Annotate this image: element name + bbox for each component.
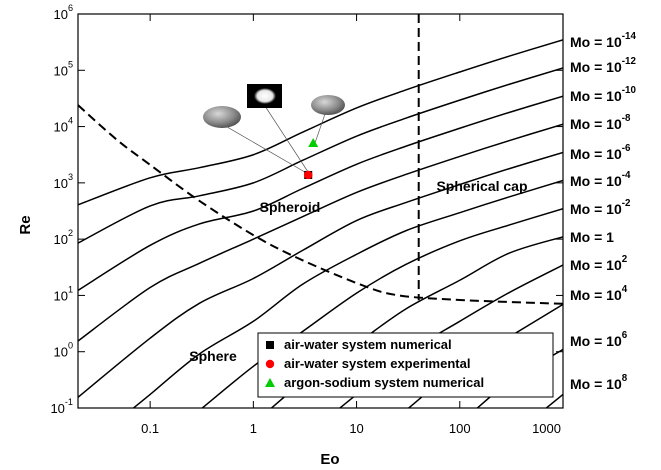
y-tick-label: 104 bbox=[53, 116, 73, 135]
y-tick-label: 102 bbox=[53, 229, 73, 248]
y-tick-label: 100 bbox=[53, 341, 73, 360]
y-tick-label: 106 bbox=[53, 3, 73, 22]
series-label: Mo = 106 bbox=[570, 330, 628, 349]
bubble-image bbox=[203, 106, 241, 128]
legend-label: air-water system experimental bbox=[284, 356, 470, 371]
legend-label: argon-sodium system numerical bbox=[284, 375, 484, 390]
y-tick-label: 103 bbox=[53, 172, 73, 191]
legend-label: air-water system numerical bbox=[284, 337, 452, 352]
data-point bbox=[308, 138, 318, 147]
series-label: Mo = 10-12 bbox=[570, 56, 636, 75]
series-label: Mo = 10-4 bbox=[570, 170, 631, 189]
series-label: Mo = 102 bbox=[570, 254, 628, 273]
region-label: Spherical cap bbox=[436, 178, 527, 194]
connector bbox=[222, 124, 310, 175]
x-tick-label: 0.1 bbox=[141, 421, 159, 436]
region-label: Spheroid bbox=[260, 199, 321, 215]
connector bbox=[315, 114, 325, 143]
series-label: Mo = 104 bbox=[570, 284, 628, 303]
x-axis-title: Eo bbox=[320, 451, 339, 468]
y-tick-label: 10-1 bbox=[50, 397, 73, 416]
x-tick-label: 100 bbox=[449, 421, 471, 436]
series-label: Mo = 10-10 bbox=[570, 85, 636, 104]
mo-curve bbox=[78, 68, 563, 243]
legend-marker bbox=[266, 341, 274, 349]
y-axis-title: Re bbox=[17, 215, 34, 234]
series-label: Mo = 108 bbox=[570, 373, 628, 392]
series-label: Mo = 1 bbox=[570, 229, 614, 245]
data-point bbox=[304, 171, 312, 179]
x-tick-label: 1 bbox=[250, 421, 257, 436]
mo-curve bbox=[78, 124, 563, 341]
connector bbox=[265, 106, 310, 175]
legend-marker bbox=[266, 360, 274, 368]
series-label: Mo = 10-2 bbox=[570, 198, 631, 217]
chart: Eo Re 10-1 100 101 102 103 104 105 106 0.1 1 10 100… bbox=[0, 0, 661, 470]
series-label: Mo = 10-14 bbox=[570, 31, 636, 50]
bubble-photo-blob bbox=[254, 88, 276, 104]
bubble-image bbox=[311, 95, 345, 115]
y-tick-label: 101 bbox=[53, 285, 73, 304]
x-tick-label: 1000 bbox=[532, 421, 561, 436]
region-label: Sphere bbox=[189, 348, 237, 364]
series-label: Mo = 10-8 bbox=[570, 113, 631, 132]
y-tick-label: 105 bbox=[53, 60, 73, 79]
x-tick-label: 10 bbox=[349, 421, 363, 436]
series-label: Mo = 10-6 bbox=[570, 143, 631, 162]
